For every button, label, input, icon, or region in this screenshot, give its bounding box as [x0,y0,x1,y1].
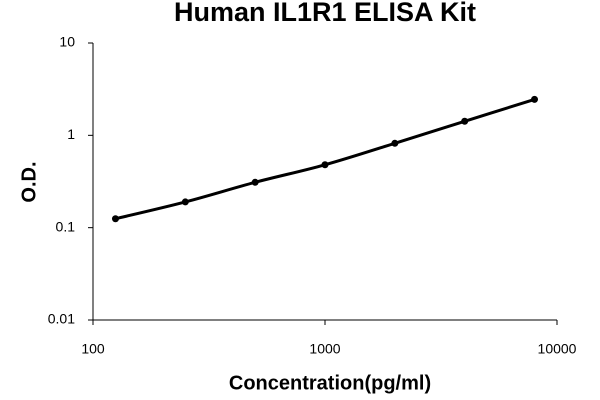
y-axis-label: O.D. [18,161,40,202]
data-point [391,139,399,147]
data-point [181,198,189,206]
y-tick-label: 0.1 [56,218,76,234]
fit-curve [115,97,535,221]
data-point [531,95,539,103]
chart-title: Human IL1R1 ELISA Kit [174,0,476,27]
data-point [461,117,469,125]
data-point [111,215,119,223]
data-point [321,161,329,169]
data-point [251,178,259,186]
y-tick-label: 1 [67,126,75,142]
x-tick-label: 100 [81,341,105,357]
x-tick-label: 10000 [538,341,577,357]
y-tick-label: 10 [59,34,75,50]
x-axis-label: Concentration(pg/ml) [229,372,431,394]
y-tick-label: 0.01 [48,311,75,327]
x-tick-label: 1000 [309,341,340,357]
